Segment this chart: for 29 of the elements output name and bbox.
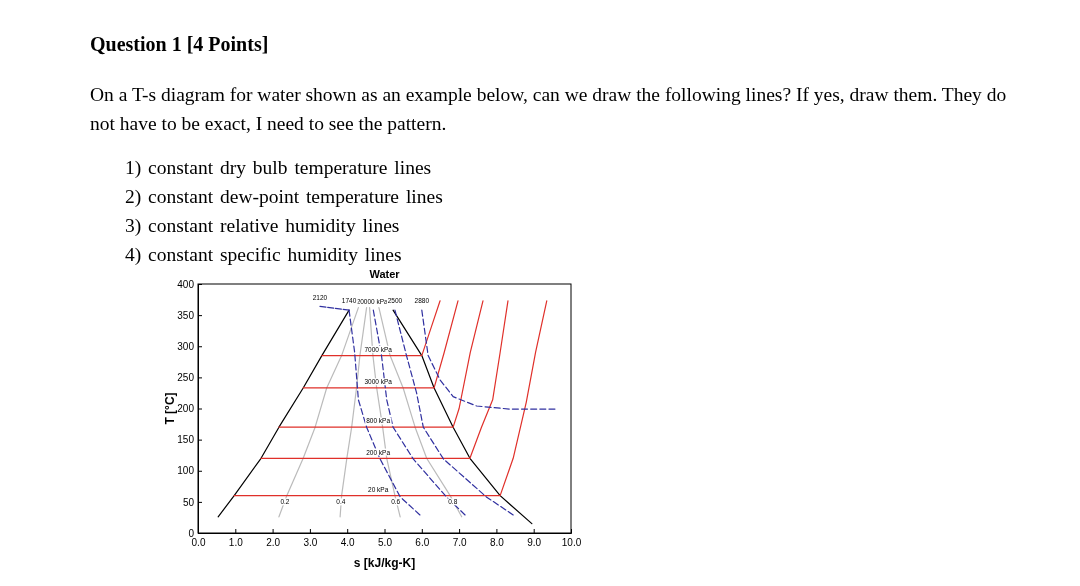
x-tick-label: 2.0 (266, 537, 281, 549)
x-tick-label: 0.0 (191, 537, 206, 549)
x-tick-label: 4.0 (340, 537, 356, 549)
y-tick-label: 300 (177, 340, 195, 352)
y-tick-label: 0 (188, 527, 195, 539)
x-tick-label: 6.0 (415, 537, 430, 549)
y-axis-title: T [°C] (163, 392, 177, 425)
chart-title: Water (369, 268, 401, 280)
y-tick-label: 100 (177, 465, 195, 477)
text: 2) constant dew-point temperature lines (125, 185, 443, 209)
x-tick-label: 10.0 (561, 537, 582, 549)
y-tick-label: 150 (177, 434, 195, 446)
text: 1) constant dry bulb temperature lines (125, 156, 432, 180)
x-tick-label: 8.0 (489, 537, 505, 549)
y-tick-label: 50 (182, 496, 195, 508)
x-tick-label: 1.0 (228, 537, 244, 549)
x-tick-label: 3.0 (303, 537, 318, 549)
y-tick-label: 400 (177, 278, 195, 290)
y-tick-label: 200 (177, 403, 195, 415)
x-tick-label: 9.0 (527, 537, 542, 549)
y-tick-label: 350 (177, 309, 195, 321)
text: 4) constant specific humidity lines (125, 243, 402, 267)
x-tick-label: 5.0 (378, 537, 393, 549)
x-axis-title: s [kJ/kg-K] (353, 556, 416, 570)
x-tick-label: 7.0 (452, 537, 467, 549)
text: Question 1 [4 Points] (90, 32, 269, 57)
text: 3) constant relative humidity lines (125, 214, 400, 238)
text: On a T-s diagram for water shown as an example below, can we draw the following lines? If yes, draw them. They do not have to be exact, I need to see the pattern. (90, 83, 1008, 136)
y-tick-label: 250 (177, 372, 195, 384)
